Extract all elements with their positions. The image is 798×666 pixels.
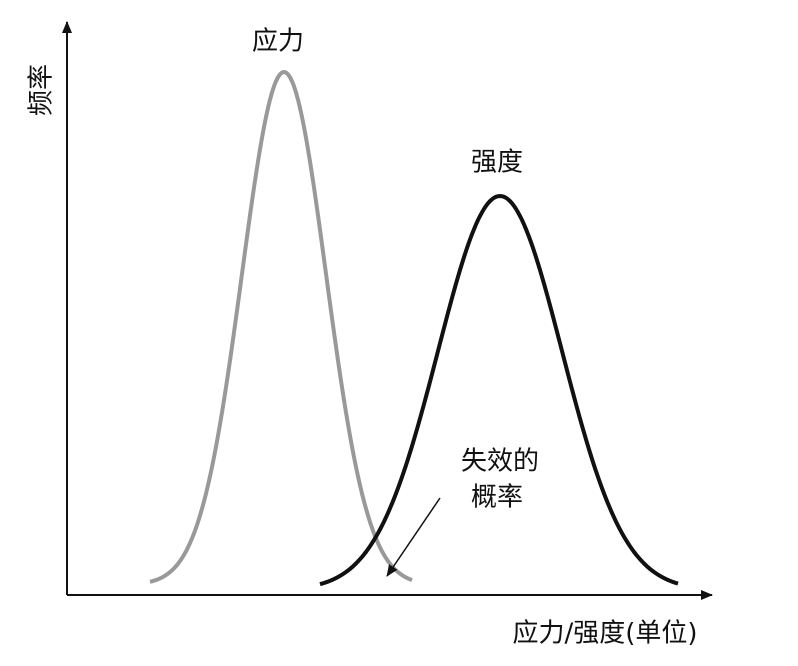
annotation-arrow [386, 497, 441, 577]
curve-label: 应力 [252, 27, 304, 57]
y-axis-label: 频率 [27, 64, 57, 116]
curve-label: 强度 [471, 148, 523, 178]
annotation-text: 失效的 [461, 447, 539, 477]
stress-curve [149, 69, 413, 584]
strength-curve [319, 193, 679, 587]
x-axis-label: 应力/强度(单位) [512, 619, 697, 649]
annotation-text: 概率 [471, 483, 523, 513]
